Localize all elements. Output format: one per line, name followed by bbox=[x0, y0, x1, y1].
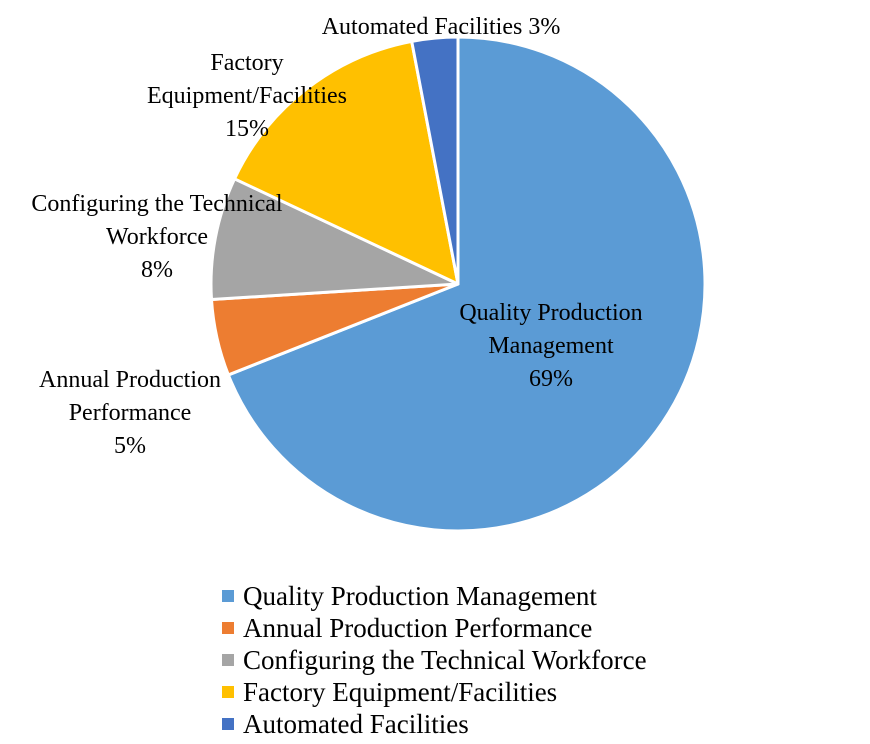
legend-item-factory-equipment-facilities: Factory Equipment/Facilities bbox=[222, 676, 647, 708]
data-label-line: Annual Production bbox=[39, 367, 221, 393]
legend-swatch bbox=[222, 654, 234, 666]
data-label-line: Equipment/Facilities bbox=[147, 83, 347, 109]
legend-label: Automated Facilities bbox=[243, 709, 469, 739]
legend-swatch bbox=[222, 718, 234, 730]
legend-item-annual-production-performance: Annual Production Performance bbox=[222, 612, 647, 644]
legend-swatch bbox=[222, 590, 234, 602]
pie-slice-factory-equipment-facilities bbox=[233, 39, 460, 286]
legend-swatch bbox=[222, 622, 234, 634]
pie-slices bbox=[209, 35, 707, 533]
data-label-line: Automated Facilities 3% bbox=[322, 14, 561, 40]
data-label-line: 69% bbox=[529, 366, 573, 392]
data-label-line: Configuring the Technical bbox=[31, 191, 282, 217]
data-label-line: Quality Production bbox=[459, 300, 642, 326]
data-label-line: Performance bbox=[69, 400, 192, 426]
pie-slice-automated-facilities bbox=[410, 35, 460, 286]
data-label-line: 8% bbox=[141, 257, 173, 283]
data-label-annual-production-performance: Annual Production Performance 5% bbox=[39, 367, 221, 459]
legend-label: Configuring the Technical Workforce bbox=[243, 645, 647, 675]
data-label-factory-equipment-facilities: Factory Equipment/Facilities 15% bbox=[147, 50, 347, 142]
legend-swatch bbox=[222, 686, 234, 698]
legend-label: Factory Equipment/Facilities bbox=[243, 677, 558, 707]
legend-item-automated-facilities: Automated Facilities bbox=[222, 708, 647, 740]
data-label-line: Factory bbox=[210, 50, 283, 76]
pie-slice-quality-production-management bbox=[226, 35, 707, 533]
data-label-line: Workforce bbox=[106, 224, 208, 250]
data-label-line: 5% bbox=[114, 433, 146, 459]
data-label-automated-facilities: Automated Facilities 3% bbox=[322, 14, 561, 40]
pie-slice-configuring-the-technical-workforce bbox=[209, 177, 460, 302]
data-label-line: Management bbox=[488, 333, 614, 359]
legend-label: Quality Production Management bbox=[243, 581, 597, 611]
legend-item-quality-production-management: Quality Production Management bbox=[222, 580, 647, 612]
data-label-configuring-the-technical-workforce: Configuring the Technical Workforce 8% bbox=[31, 191, 282, 283]
data-label-quality-production-management: Quality Production Management 69% bbox=[459, 300, 642, 392]
legend-item-configuring-the-technical-workforce: Configuring the Technical Workforce bbox=[222, 644, 647, 676]
data-label-line: 15% bbox=[225, 116, 269, 142]
legend-label: Annual Production Performance bbox=[243, 613, 593, 643]
pie-data-labels: Quality Production Management 69% Annual Pr… bbox=[31, 14, 642, 459]
chart-legend: Quality Production Management Annual Prod… bbox=[222, 580, 647, 740]
